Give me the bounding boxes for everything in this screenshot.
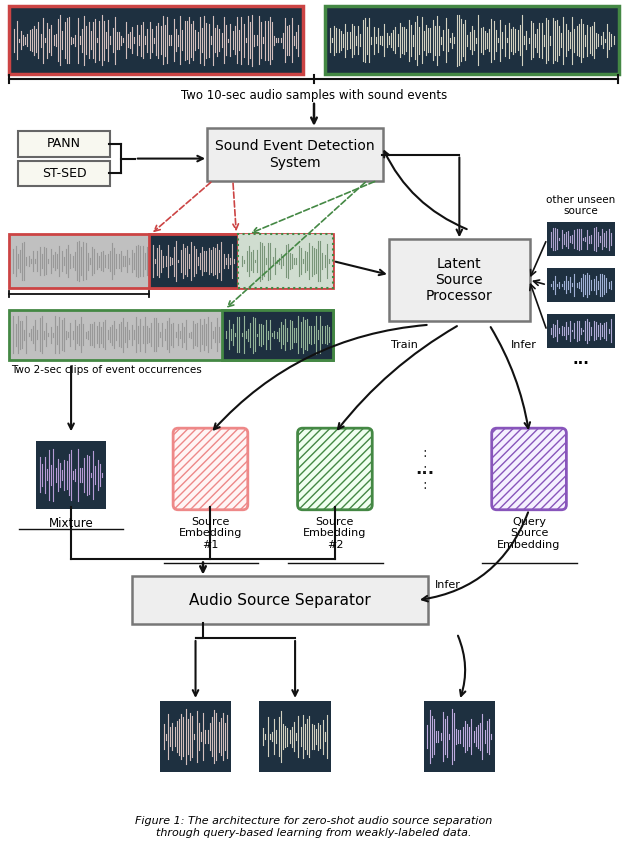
FancyBboxPatch shape [423,701,495,772]
FancyBboxPatch shape [298,429,372,509]
Text: Audio Source Separator: Audio Source Separator [189,593,371,608]
FancyBboxPatch shape [261,703,329,770]
FancyBboxPatch shape [207,128,383,182]
FancyBboxPatch shape [18,161,110,186]
FancyBboxPatch shape [9,7,303,74]
FancyBboxPatch shape [547,314,615,348]
FancyBboxPatch shape [549,270,613,300]
FancyBboxPatch shape [36,441,106,509]
FancyBboxPatch shape [11,236,331,286]
FancyBboxPatch shape [549,316,613,345]
FancyBboxPatch shape [259,701,331,772]
Text: Two 10-sec audio samples with sound events: Two 10-sec audio samples with sound even… [181,89,447,102]
Text: Latent
Source
Processor: Latent Source Processor [426,257,493,303]
Text: ...: ... [572,352,589,367]
FancyBboxPatch shape [224,312,331,358]
FancyBboxPatch shape [149,234,239,288]
FancyBboxPatch shape [547,268,615,301]
Text: :
:
:: : : : [422,445,427,493]
FancyBboxPatch shape [328,9,615,71]
Text: Source
Embedding
#1: Source Embedding #1 [179,517,242,550]
FancyBboxPatch shape [133,577,428,624]
Text: Infer: Infer [511,339,537,349]
FancyBboxPatch shape [222,310,333,360]
Text: Two 2-sec clips of event occurrences: Two 2-sec clips of event occurrences [11,365,202,375]
FancyBboxPatch shape [325,7,619,74]
Text: ...: ... [415,460,434,478]
FancyBboxPatch shape [173,429,248,509]
Text: Sound Event Detection
System: Sound Event Detection System [215,140,375,170]
Text: other unseen
source: other unseen source [546,195,615,216]
Text: Figure 1: The architecture for zero-shot audio source separation
through query-b: Figure 1: The architecture for zero-shot… [136,816,492,838]
Text: ST-SED: ST-SED [42,167,87,180]
FancyBboxPatch shape [151,236,236,286]
FancyBboxPatch shape [492,429,566,509]
FancyBboxPatch shape [389,239,530,321]
FancyBboxPatch shape [160,701,231,772]
Text: PANN: PANN [47,137,81,150]
FancyBboxPatch shape [9,310,333,360]
Text: Mixture: Mixture [49,517,94,530]
FancyBboxPatch shape [426,703,493,770]
FancyBboxPatch shape [9,234,333,288]
FancyBboxPatch shape [38,443,104,507]
FancyBboxPatch shape [18,131,110,157]
FancyBboxPatch shape [161,703,229,770]
FancyBboxPatch shape [11,312,331,358]
FancyBboxPatch shape [13,9,300,71]
FancyBboxPatch shape [241,236,331,286]
Text: Train: Train [391,339,418,349]
Text: Infer: Infer [435,580,461,590]
Text: Source
Embedding
#2: Source Embedding #2 [303,517,367,550]
FancyBboxPatch shape [547,222,615,256]
Text: Query
Source
Embedding: Query Source Embedding [497,517,561,550]
FancyBboxPatch shape [239,234,333,288]
FancyBboxPatch shape [549,224,613,254]
